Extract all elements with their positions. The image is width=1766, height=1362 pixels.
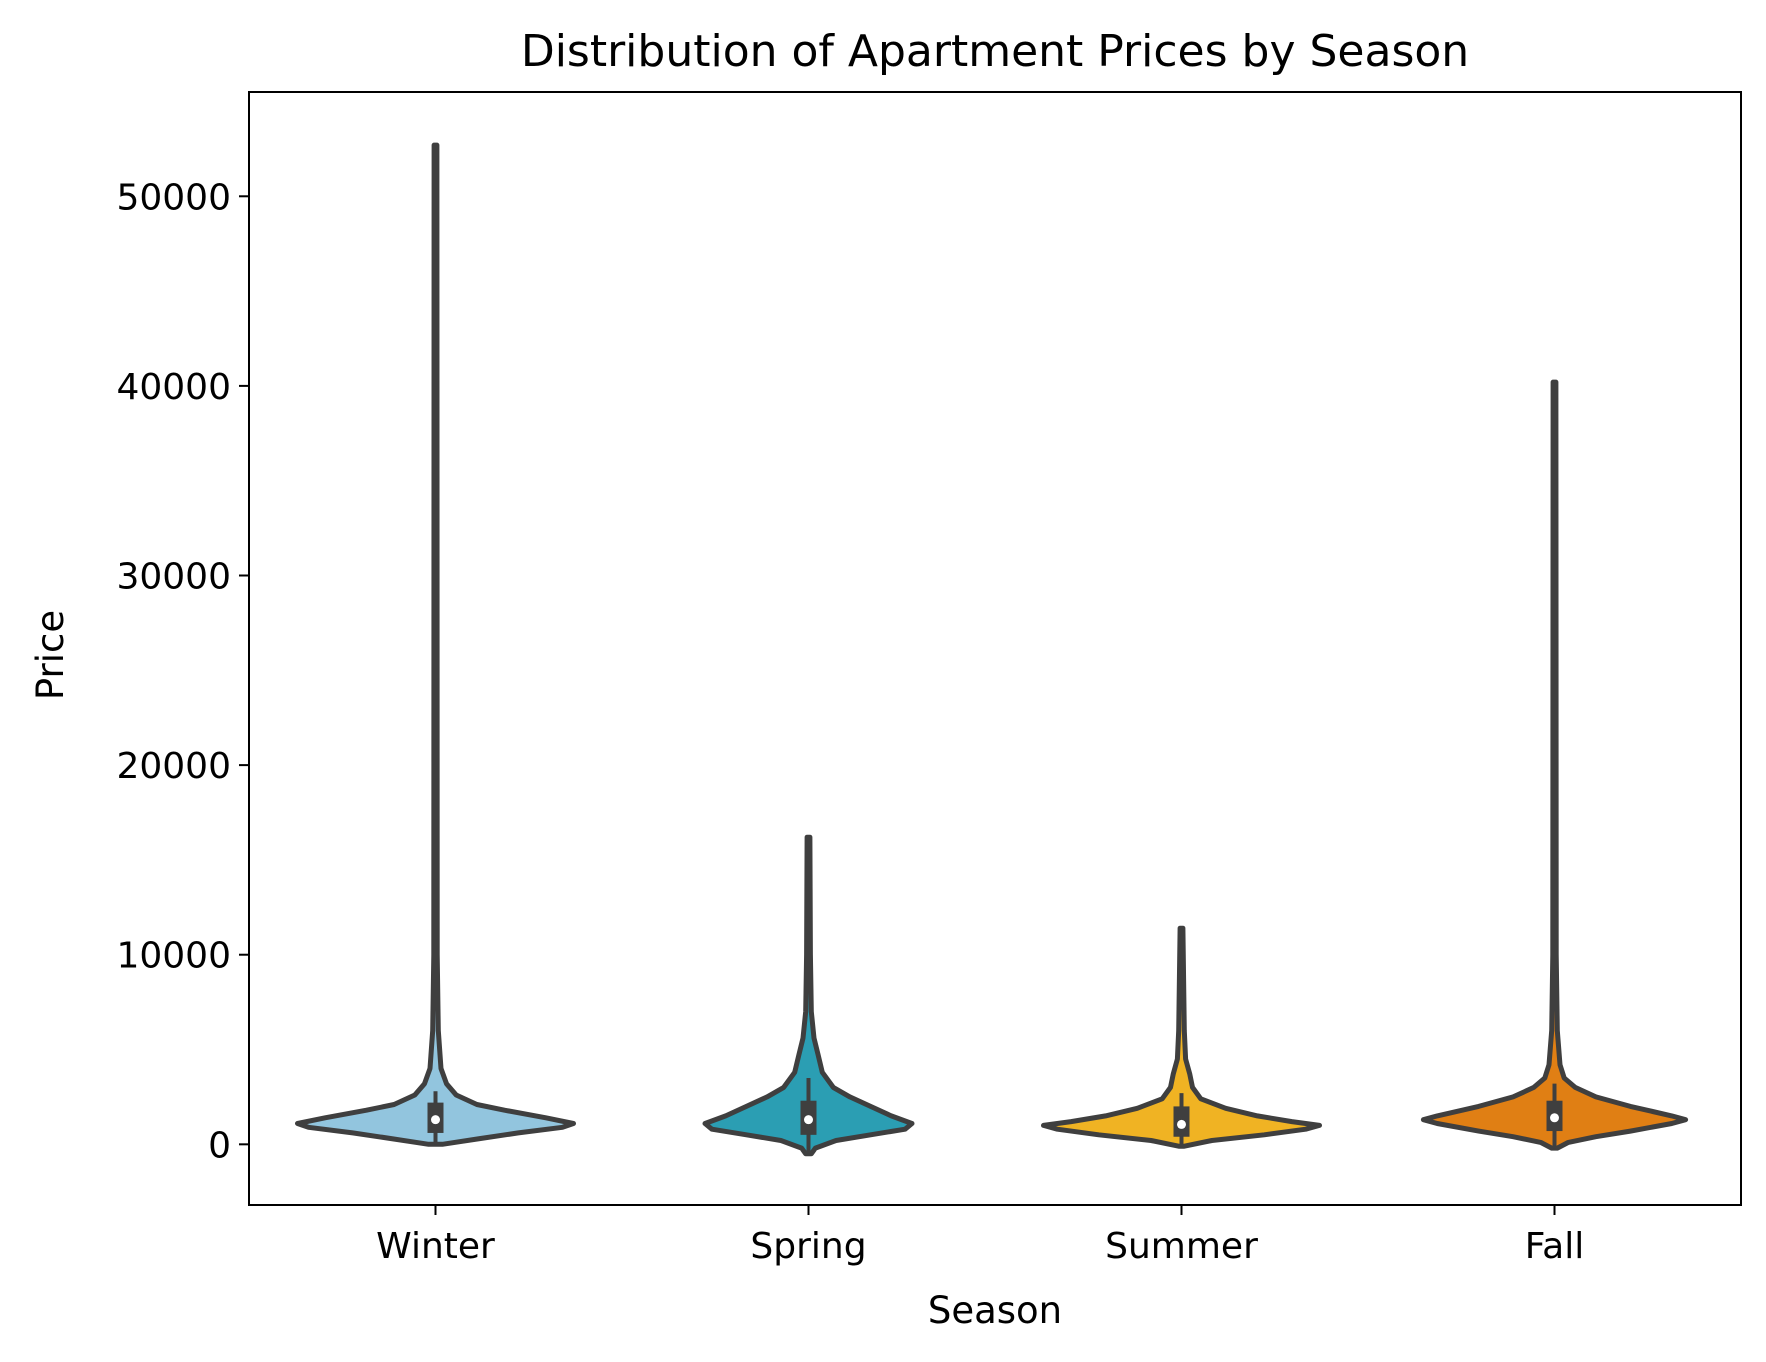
x-tick-label: Summer (1105, 1226, 1258, 1267)
y-axis-label: Price (29, 610, 72, 700)
violin-body (702, 834, 915, 1157)
median-dot (1550, 1113, 1559, 1123)
violin-body (295, 142, 576, 1147)
y-tick-label: 30000 (116, 557, 231, 598)
y-axis: 0 10000 20000 30000 40000 50000 (116, 177, 249, 1166)
y-tick-label: 50000 (116, 177, 231, 218)
violins-layer (295, 142, 1689, 1157)
x-tick-label: Spring (750, 1226, 866, 1267)
y-tick-label: 20000 (116, 746, 231, 787)
violin-body (1041, 925, 1322, 1149)
plot-frame (248, 91, 1742, 1206)
y-tick-label: 0 (208, 1125, 231, 1166)
violin-winter (295, 142, 576, 1147)
y-tick-label: 40000 (116, 367, 231, 408)
violin-spring (702, 834, 915, 1157)
y-tick-label: 10000 (116, 936, 231, 977)
violin-fall (1420, 379, 1689, 1151)
x-tick-label: Winter (376, 1226, 495, 1267)
x-axis: Winter Spring Summer Fall (376, 1205, 1584, 1267)
violin-body (1420, 379, 1689, 1151)
median-dot (1177, 1119, 1186, 1129)
median-dot (431, 1115, 440, 1125)
violin-summer (1041, 925, 1322, 1149)
x-tick-label: Fall (1525, 1226, 1584, 1267)
x-axis-label: Season (928, 1289, 1062, 1332)
plot-area (249, 92, 1741, 1205)
chart-title: Distribution of Apartment Prices by Seas… (521, 26, 1469, 77)
median-dot (804, 1115, 813, 1125)
